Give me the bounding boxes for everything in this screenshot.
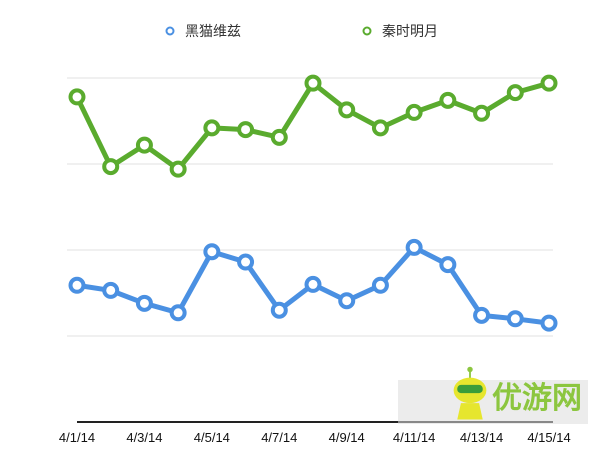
x-tick-label: 4/5/14 — [194, 430, 230, 445]
mascot-icon — [453, 366, 487, 420]
legend-marker-series-2 — [362, 26, 372, 36]
series-1 — [68, 238, 558, 332]
data-point — [304, 74, 322, 92]
series-group — [68, 74, 558, 332]
legend-label-series-2: 秦时明月 — [382, 24, 438, 40]
data-point — [371, 276, 389, 294]
series-2 — [68, 74, 558, 178]
data-point — [540, 74, 558, 92]
data-point — [135, 136, 153, 154]
data-point — [68, 88, 86, 106]
legend: 黑猫维兹 秦时明月 — [165, 24, 438, 40]
x-tick-label: 4/3/14 — [126, 430, 162, 445]
data-point — [371, 119, 389, 137]
data-point — [203, 119, 221, 137]
data-point — [439, 256, 457, 274]
x-tick-label: 4/9/14 — [329, 430, 365, 445]
data-point — [135, 294, 153, 312]
legend-marker-series-1 — [165, 26, 175, 36]
data-point — [304, 275, 322, 293]
watermark-text: 优游网 — [492, 381, 582, 416]
data-point — [102, 158, 120, 176]
data-point — [237, 253, 255, 271]
data-point — [338, 101, 356, 119]
data-point — [405, 103, 423, 121]
data-point — [439, 91, 457, 109]
data-point — [540, 314, 558, 332]
data-point — [203, 243, 221, 261]
x-tick-label: 4/1/14 — [59, 430, 95, 445]
data-point — [270, 301, 288, 319]
data-point — [237, 121, 255, 139]
x-tick-label: 4/15/14 — [527, 430, 570, 445]
x-tick-label: 4/13/14 — [460, 430, 503, 445]
data-point — [473, 306, 491, 324]
data-point — [506, 310, 524, 328]
data-point — [68, 276, 86, 294]
data-point — [338, 292, 356, 310]
series-line — [74, 80, 550, 172]
data-point — [169, 304, 187, 322]
data-point — [506, 84, 524, 102]
data-point — [270, 128, 288, 146]
watermark-logo: 优游网 — [398, 366, 588, 424]
data-point — [405, 238, 423, 256]
x-tick-labels: 4/1/14 4/3/14 4/5/14 4/7/14 4/9/14 4/11/14 4/1… — [59, 430, 571, 445]
legend-label-series-1: 黑猫维兹 — [185, 24, 241, 40]
data-point — [169, 160, 187, 178]
x-tick-label: 4/11/14 — [393, 430, 435, 445]
data-point — [473, 104, 491, 122]
x-tick-label: 4/7/14 — [261, 430, 297, 445]
data-point — [102, 281, 120, 299]
